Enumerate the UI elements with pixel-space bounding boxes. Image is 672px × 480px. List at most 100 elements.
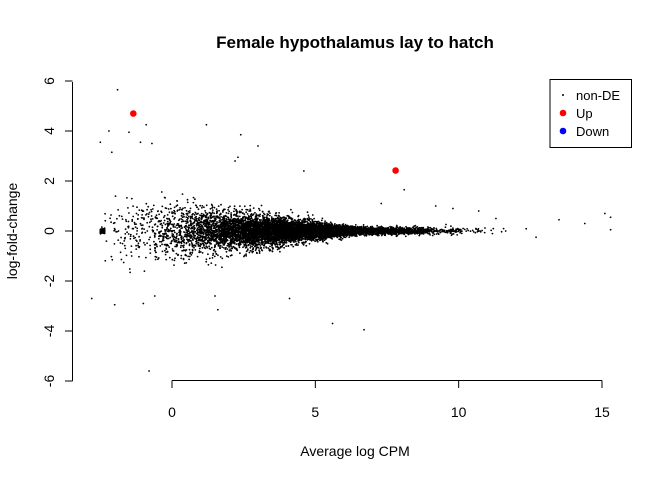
point-non-de xyxy=(233,213,236,216)
point-non-de xyxy=(274,214,276,217)
point-non-de xyxy=(418,232,421,235)
point-non-de xyxy=(481,229,483,232)
point-non-de xyxy=(203,206,205,209)
point-non-de xyxy=(308,242,311,245)
point-non-de xyxy=(474,231,477,234)
points-layer xyxy=(90,88,612,372)
point-non-de xyxy=(185,228,188,231)
point-non-de xyxy=(164,207,167,209)
point-non-de xyxy=(306,220,308,223)
point-non-de xyxy=(161,224,164,227)
point-non-de xyxy=(169,203,172,206)
point-non-de xyxy=(168,211,171,214)
point-non-de xyxy=(238,246,241,249)
point-non-de xyxy=(424,231,427,234)
point-non-de xyxy=(110,214,112,216)
point-non-de xyxy=(184,231,186,234)
point-non-de xyxy=(269,212,271,215)
point-non-de xyxy=(129,235,132,238)
point-non-de xyxy=(192,201,195,204)
point-non-de xyxy=(161,243,164,246)
point-non-de xyxy=(279,250,281,253)
point-non-de xyxy=(228,246,231,248)
point-non-de xyxy=(154,258,157,261)
point-non-de xyxy=(431,234,434,237)
point-non-de xyxy=(182,246,185,249)
point-non-de xyxy=(188,226,190,229)
point-non-de xyxy=(205,260,208,263)
point-non-de xyxy=(365,233,368,236)
point-non-de xyxy=(201,205,204,207)
point-non-de xyxy=(225,218,228,220)
point-non-de xyxy=(167,208,170,210)
point-non-de xyxy=(197,243,200,246)
point-non-de xyxy=(173,206,176,209)
point-non-de xyxy=(376,224,378,227)
point-non-de xyxy=(240,221,243,224)
point-non-de xyxy=(181,239,184,242)
point-non-de xyxy=(194,249,197,251)
point-non-de xyxy=(130,245,133,248)
point-non-de xyxy=(254,211,256,214)
point-non-de xyxy=(193,218,196,221)
point-non-de xyxy=(230,216,233,219)
point-non-de xyxy=(185,212,188,215)
point-non-de xyxy=(295,242,298,245)
point-non-de xyxy=(255,246,258,249)
point-non-de xyxy=(212,252,215,255)
point-non-de xyxy=(245,211,248,214)
point-non-de xyxy=(230,249,233,252)
point-non-de xyxy=(320,219,323,222)
point-non-de xyxy=(251,251,254,254)
point-non-de xyxy=(155,214,158,217)
point-non-de xyxy=(127,233,130,235)
point-non-de xyxy=(180,257,183,260)
point-non-de xyxy=(144,231,147,234)
point-non-de xyxy=(217,205,220,208)
point-non-de xyxy=(243,243,246,246)
point-non-de xyxy=(177,240,180,243)
point-non-de xyxy=(157,257,160,259)
point-non-de xyxy=(235,243,238,246)
point-non-de xyxy=(492,227,495,230)
point-non-de xyxy=(433,233,436,236)
point-non-de xyxy=(164,253,167,256)
point-non-de xyxy=(138,235,141,238)
point-non-de xyxy=(139,222,142,225)
point-non-de xyxy=(221,266,223,269)
point-non-de xyxy=(150,215,153,217)
point-non-de xyxy=(145,256,147,259)
point-non-de xyxy=(129,271,132,274)
point-non-de xyxy=(203,214,206,217)
point-non-de xyxy=(144,243,146,246)
point-non-de xyxy=(181,219,184,221)
point-non-de xyxy=(290,208,292,211)
point-non-de xyxy=(239,205,241,208)
point-non-de xyxy=(201,246,204,249)
point-non-de xyxy=(165,228,168,231)
point-non-de xyxy=(133,221,136,224)
point-non-de xyxy=(177,253,180,256)
point-non-de xyxy=(137,244,139,247)
point-non-de xyxy=(245,255,248,257)
point-non-de xyxy=(390,234,393,237)
point-non-de xyxy=(249,210,252,212)
point-non-de xyxy=(110,255,113,258)
point-non-de xyxy=(228,210,231,213)
point-non-de xyxy=(199,251,202,253)
point-non-de xyxy=(211,257,214,259)
point-non-de xyxy=(225,255,228,257)
point-non-de xyxy=(238,215,241,218)
point-non-de xyxy=(187,255,190,258)
point-non-de xyxy=(162,216,165,219)
point-non-de xyxy=(246,213,249,215)
point-non-de xyxy=(251,245,254,248)
point-non-de xyxy=(149,236,152,239)
point-non-de xyxy=(126,231,128,234)
point-non-de xyxy=(109,217,111,220)
point-non-de xyxy=(230,215,233,218)
point-non-de xyxy=(287,245,290,248)
point-non-de xyxy=(227,218,230,221)
point-non-de xyxy=(233,207,236,210)
point-non-de xyxy=(174,257,176,260)
